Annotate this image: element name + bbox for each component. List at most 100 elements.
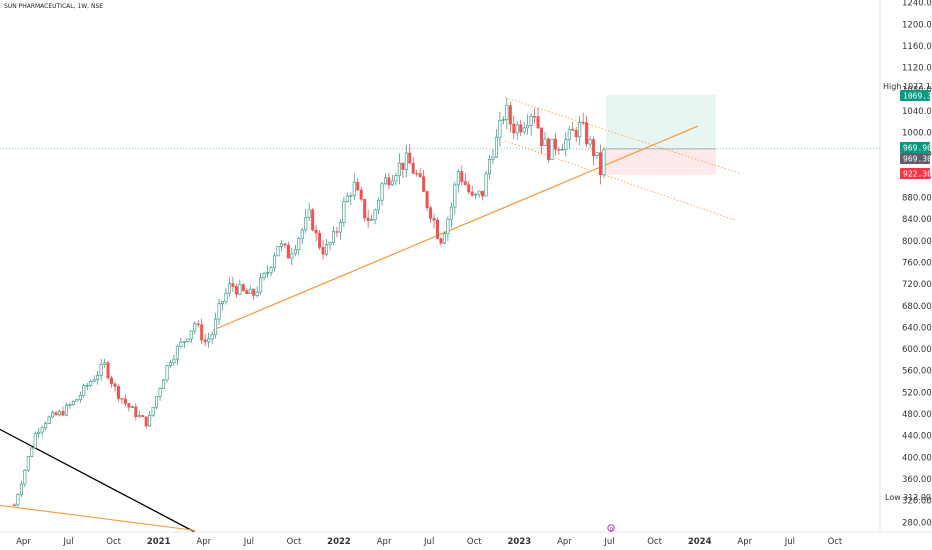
candle-body [110, 377, 114, 385]
candle-body [557, 149, 561, 151]
candle-body [522, 127, 526, 133]
channel-upper-line[interactable] [504, 97, 740, 174]
x-tick-label: Jul [603, 537, 614, 547]
event-marker-label: D [610, 526, 614, 532]
candle-body [283, 243, 287, 246]
x-tick-label: Apr [16, 537, 31, 547]
y-tick-label: 400.00 [902, 453, 932, 463]
candle-body [179, 341, 183, 347]
high-label-group: High 1072.15 [883, 82, 932, 91]
candle-body [44, 423, 48, 429]
y-tick-label: 520.00 [902, 388, 932, 398]
candle-body [40, 427, 44, 433]
candle-body [481, 190, 485, 197]
x-tick-label: Jul [784, 537, 795, 547]
profit-zone[interactable] [605, 95, 716, 149]
candle-body [293, 248, 297, 255]
candle-body [68, 404, 72, 406]
event-marker[interactable]: D [607, 524, 615, 533]
candle-body [359, 189, 363, 200]
current-tag: 969.90 [903, 144, 932, 153]
candle-body [331, 231, 335, 243]
candle-body [297, 238, 301, 250]
candle-body [16, 494, 20, 506]
candle-body [422, 176, 426, 192]
candle-body [175, 346, 179, 360]
y-tick-label: 1200.00 [902, 20, 932, 30]
stop-tag: 922.30 [903, 170, 932, 179]
candle-body [550, 138, 554, 161]
candle-body [220, 301, 224, 304]
candle-body [307, 209, 311, 218]
y-tick-label: 1160.00 [902, 42, 932, 52]
candle-body [449, 206, 453, 220]
x-tick-label: Jul [62, 537, 73, 547]
candle-body [349, 195, 353, 197]
y-axis[interactable]: 280.00 320.00 360.00 400.00 440.00 480.00 520.… [902, 0, 932, 528]
lower-trendline[interactable] [0, 504, 195, 531]
candle-body [442, 233, 446, 244]
candle-body [477, 190, 481, 195]
candle-body [602, 149, 606, 175]
candle-body [123, 398, 127, 404]
candle-body [92, 379, 96, 382]
candle-body [137, 415, 141, 418]
candle-body [23, 469, 27, 485]
y-tick-label: 1040.00 [902, 107, 932, 117]
x-tick-label: 2021 [147, 537, 171, 547]
x-tick-label: Jul [243, 537, 254, 547]
candle-body [116, 386, 120, 399]
candle-body [51, 412, 55, 418]
candle-body [106, 362, 110, 379]
candle-body [37, 431, 41, 434]
candle-body [574, 130, 578, 138]
candle-body [571, 128, 575, 131]
y-tick-label: 680.00 [902, 302, 932, 312]
position-zones [0, 95, 880, 175]
x-tick-label: Apr [196, 537, 211, 547]
stop-tag-bg [900, 168, 930, 179]
y-tick-label: 1000.00 [902, 129, 932, 139]
candle-body [207, 338, 211, 343]
y-tick-label: 760.00 [902, 258, 932, 268]
candle-body [89, 381, 93, 386]
candle-body [453, 184, 457, 208]
candle-body [252, 289, 256, 296]
candle-body [262, 272, 266, 279]
y-tick-label: 640.00 [902, 323, 932, 333]
candle-body [484, 173, 488, 197]
candlesticks [12, 98, 606, 507]
downtrend-line[interactable] [0, 428, 196, 533]
candle-body [186, 338, 190, 342]
candle-body [231, 283, 235, 287]
channel-lower-line[interactable] [504, 140, 736, 221]
candle-body [463, 181, 467, 185]
candle-body [266, 272, 270, 274]
candle-body [203, 339, 207, 343]
candle-body [533, 116, 537, 118]
candle-body [144, 416, 148, 427]
rising-trendline[interactable] [212, 125, 699, 331]
candle-body [529, 116, 533, 126]
x-tick-label: Oct [287, 537, 302, 547]
candle-body [172, 358, 176, 364]
loss-zone[interactable] [605, 148, 716, 175]
target-tag-bg [900, 90, 930, 101]
candle-body [494, 136, 498, 158]
x-tick-label: Apr [737, 537, 752, 547]
x-axis[interactable]: Apr Jul Oct 2021 Apr Jul Oct 2022 Apr Jul Oct 2023 A… [16, 537, 843, 547]
candle-body [75, 399, 79, 402]
candle-body [151, 406, 155, 416]
candle-body [397, 162, 401, 176]
price-tags: 1069.30 969.90 969.30 922.30 [900, 90, 932, 179]
low-value: 312.00 [903, 493, 931, 502]
candle-body [429, 207, 433, 219]
candle-body [300, 229, 304, 239]
x-tick-label: Apr [377, 537, 392, 547]
y-tick-label: 320.00 [902, 497, 932, 507]
candle-body [460, 171, 464, 182]
candle-body [546, 138, 550, 161]
candle-body [96, 375, 100, 380]
candle-body [446, 218, 450, 235]
